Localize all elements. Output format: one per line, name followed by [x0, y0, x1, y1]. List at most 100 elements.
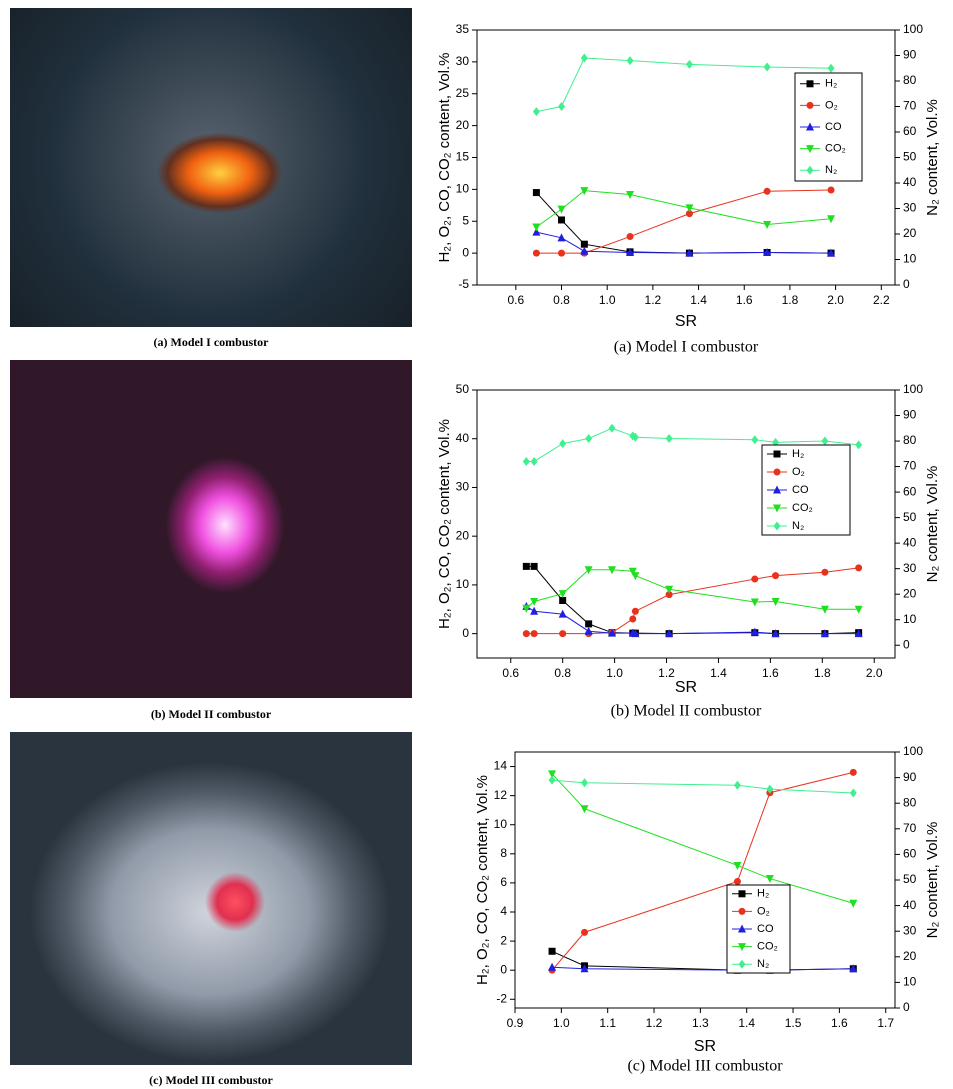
y2-tick-label: 80	[903, 73, 917, 87]
marker	[559, 630, 567, 638]
x-tick-label: 1.2	[645, 293, 662, 307]
y2-tick-label: 30	[903, 561, 917, 575]
marker	[820, 605, 829, 614]
marker	[772, 572, 780, 580]
marker	[631, 607, 639, 615]
marker	[849, 788, 857, 798]
x-tick-label: 1.4	[690, 293, 707, 307]
legend-label: CO	[757, 923, 774, 935]
marker	[608, 423, 616, 433]
x-tick-label: 1.6	[762, 666, 779, 680]
x-tick-label: 1.4	[738, 1016, 755, 1030]
marker	[631, 572, 640, 581]
marker	[580, 964, 589, 973]
y-tick-label: -5	[458, 277, 469, 291]
marker	[580, 246, 589, 255]
x-tick-label: 1.7	[877, 1016, 894, 1030]
marker	[665, 433, 673, 443]
marker	[530, 606, 539, 615]
marker	[628, 567, 637, 576]
marker	[548, 775, 556, 785]
marker	[558, 249, 566, 257]
marker	[585, 433, 593, 443]
marker	[738, 907, 746, 915]
legend-label: CO	[792, 484, 809, 496]
marker	[738, 924, 746, 933]
marker	[558, 216, 566, 224]
x-tick-label: 1.0	[599, 293, 616, 307]
series-line	[536, 57, 832, 113]
marker	[773, 468, 781, 476]
y2-tick-label: 90	[903, 408, 917, 422]
x-tick-label: 0.9	[507, 1016, 524, 1030]
marker	[849, 899, 858, 908]
x-tick-label: 1.6	[831, 1016, 848, 1030]
y-axis-label: H₂, O₂, CO, CO₂ content, Vol.%	[436, 52, 453, 262]
legend-label: N₂	[792, 520, 804, 532]
y2-tick-label: 30	[903, 201, 917, 215]
y-tick-label: 14	[494, 759, 508, 773]
marker	[763, 62, 771, 72]
marker	[773, 485, 781, 494]
marker	[559, 439, 567, 449]
marker	[532, 249, 540, 257]
y-tick-label: 25	[456, 86, 470, 100]
legend-label: CO	[825, 121, 842, 133]
y-tick-label: 8	[500, 846, 507, 860]
y-tick-label: 15	[456, 150, 470, 164]
series-line	[536, 190, 832, 228]
marker	[733, 780, 741, 790]
marker	[532, 227, 541, 236]
marker	[766, 784, 774, 794]
x-tick-label: 1.6	[736, 293, 753, 307]
y2-tick-label: 20	[903, 586, 917, 600]
series-line	[525, 569, 859, 610]
marker	[733, 877, 741, 885]
x-tick-label: 1.8	[814, 666, 831, 680]
y-tick-label: 4	[500, 904, 507, 918]
y2-tick-label: 70	[903, 459, 917, 473]
marker	[855, 564, 863, 572]
legend-label: N₂	[757, 958, 769, 970]
photo	[10, 8, 412, 327]
y2-tick-label: 40	[903, 535, 917, 549]
marker	[806, 165, 814, 175]
marker	[685, 59, 693, 69]
marker	[827, 248, 836, 257]
y2-axis-label: N₂ content, Vol.%	[924, 99, 941, 216]
marker	[557, 205, 566, 214]
y-tick-label: 20	[456, 118, 470, 132]
y2-tick-label: 60	[903, 124, 917, 138]
plot-frame	[476, 389, 896, 659]
marker	[626, 247, 635, 256]
y-tick-label: 10	[456, 182, 470, 196]
y2-tick-label: 60	[903, 484, 917, 498]
legend-label: O₂	[792, 466, 805, 478]
x-tick-label: 0.6	[507, 293, 524, 307]
marker	[608, 566, 617, 575]
marker	[855, 440, 863, 450]
photo	[10, 360, 412, 698]
marker	[665, 591, 673, 599]
series-line	[536, 231, 832, 254]
x-tick-label: 2.0	[866, 666, 883, 680]
y2-tick-label: 30	[903, 923, 917, 937]
series-line	[552, 779, 854, 794]
y-tick-label: 6	[500, 875, 507, 889]
y2-tick-label: 70	[903, 99, 917, 113]
marker	[827, 215, 836, 224]
y2-tick-label: 60	[903, 847, 917, 861]
marker	[665, 585, 674, 594]
marker	[751, 435, 759, 445]
x-tick-label: 2.0	[827, 293, 844, 307]
marker	[626, 190, 635, 199]
marker	[820, 629, 829, 638]
marker	[733, 861, 742, 870]
x-axis-label: SR	[694, 1038, 716, 1055]
y2-tick-label: 40	[903, 898, 917, 912]
y2-tick-label: 90	[903, 770, 917, 784]
marker	[765, 875, 774, 884]
x-tick-label: 1.4	[710, 666, 727, 680]
marker	[580, 53, 588, 63]
marker	[558, 590, 567, 599]
